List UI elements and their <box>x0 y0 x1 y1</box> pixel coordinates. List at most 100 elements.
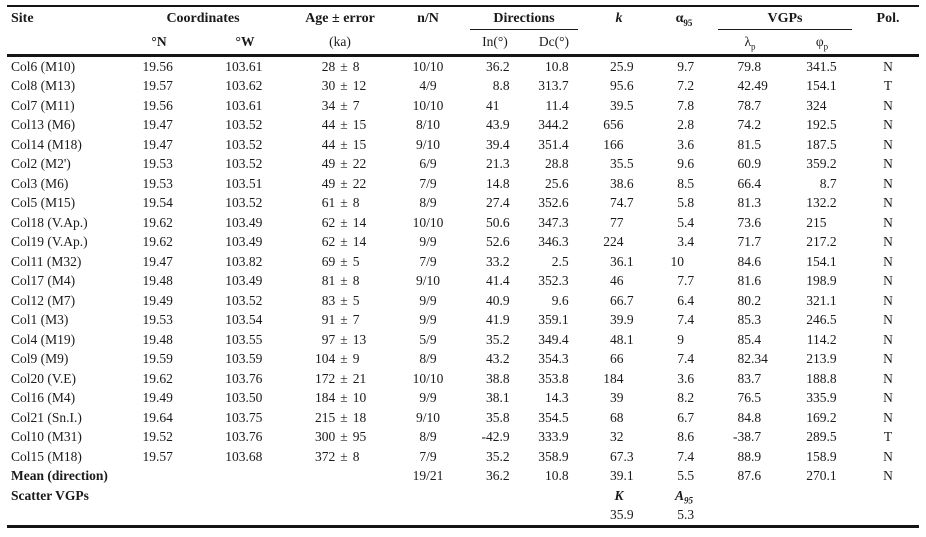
cell-a95: 8.2 <box>677 390 695 406</box>
cell-w: 103.52 <box>225 136 263 152</box>
cell-w <box>201 467 289 487</box>
cell-inc: 50.6 <box>486 214 510 230</box>
cell-k: 38.6 <box>610 175 634 191</box>
cell-a95: 7.7 <box>677 273 695 289</box>
cell-lat: 71.7 <box>737 234 762 250</box>
cell-lon: 335.9 <box>806 390 837 406</box>
cell-dec: 313.7 <box>538 78 569 94</box>
cell-lon: 132.2 <box>806 195 837 211</box>
cell-age: 28 ±8 <box>321 58 360 74</box>
cell-site: Col3 (M6) <box>11 175 69 191</box>
cell-age: 61 ±8 <box>321 195 360 211</box>
cell-nn: 10/10 <box>412 214 444 230</box>
cell-dec: 349.4 <box>538 331 569 347</box>
cell-lon: 198.9 <box>806 273 837 289</box>
cell-nn: 6/9 <box>419 156 437 172</box>
cell-lon: 215 <box>806 214 827 230</box>
cell-site: Col15 (M18) <box>11 448 82 464</box>
cell-nn: 7/9 <box>419 175 437 191</box>
cell-site: Col9 (M9) <box>11 351 69 367</box>
cell-nn: 8/9 <box>419 351 437 367</box>
cell-dec: 25.6 <box>545 175 569 191</box>
cell-k: 95.6 <box>610 78 634 94</box>
cell-dec: 11.4 <box>545 97 569 113</box>
cell-nn: 10/10 <box>412 58 444 74</box>
cell-dec: 353.8 <box>538 370 569 386</box>
cell-pol: N <box>883 253 893 269</box>
cell-nn <box>391 486 465 506</box>
cell-dec: 28.8 <box>545 156 569 172</box>
cell-nn: 9/9 <box>419 234 437 250</box>
cell-lat: 82.34 <box>737 351 768 367</box>
cell-n: 19.62 <box>142 234 173 250</box>
cell-lat: 79.8 <box>737 58 762 74</box>
cell-site: Col10 (M31) <box>11 429 82 445</box>
cell-age: 215 ±18 <box>315 409 367 425</box>
cell-k: 46 <box>610 273 624 289</box>
cell-dec: 9.6 <box>551 292 569 308</box>
table-header: Site Coordinates Age ± error n/N Directi… <box>7 6 919 57</box>
cell-a95: 3.6 <box>677 370 695 386</box>
cell-age: 49 ±22 <box>321 156 367 172</box>
cell-a95: 7.8 <box>677 97 695 113</box>
col-header-phi-p: φp <box>787 30 857 57</box>
cell-lat: 83.7 <box>737 370 762 386</box>
cell-dec: 352.3 <box>538 273 569 289</box>
cell-age: 172 ±21 <box>315 370 367 386</box>
cell-a95: 3.4 <box>677 234 695 250</box>
cell-age: 34 ±7 <box>321 97 360 113</box>
col-header-declination: Dc(°) <box>525 30 583 57</box>
cell-a95: 5.8 <box>677 195 695 211</box>
cell-w: 103.54 <box>225 312 263 328</box>
cell-lon: 359.2 <box>806 156 837 172</box>
cell-a95: 8.6 <box>677 429 695 445</box>
cell-nn: 8/10 <box>415 117 440 133</box>
cell-lat: 73.6 <box>737 214 762 230</box>
cell-lon: 154.1 <box>806 78 837 94</box>
cell-pol: N <box>883 195 893 211</box>
cell-k: 77 <box>610 214 624 230</box>
cell-nn: 7/9 <box>419 253 437 269</box>
cell-n: 19.47 <box>142 136 173 152</box>
cell-k: 67.3 <box>610 448 634 464</box>
cell-w: 103.61 <box>225 58 263 74</box>
table-row: Mean (direction) 19/21 36.2 10.8 39.1 5.5 87.6… <box>7 467 919 487</box>
col-header-vgps: VGPs <box>713 6 857 30</box>
cell-pol: N <box>883 58 893 74</box>
cell-lat <box>713 486 787 506</box>
cell-pol: T <box>883 78 893 94</box>
cell-dec <box>525 506 583 527</box>
cell-k: 66.7 <box>610 292 634 308</box>
cell-lon: 246.5 <box>806 312 837 328</box>
cell-a95: 9.7 <box>677 58 695 74</box>
col-header-pol: Pol. <box>857 6 919 57</box>
cell-inc <box>465 506 525 527</box>
cell-n: 19.53 <box>142 175 173 191</box>
cell-k: 39 <box>610 390 624 406</box>
cell-lon: 154.1 <box>806 253 837 269</box>
cell-k: 35.5 <box>610 156 634 172</box>
cell-pol: N <box>883 468 893 484</box>
cell-a95: 3.6 <box>677 136 695 152</box>
cell-a95: 10 <box>670 253 685 269</box>
cell-w: 103.49 <box>225 214 263 230</box>
cell-pol: N <box>883 136 893 152</box>
cell-lat: 87.6 <box>737 468 762 484</box>
table-row: Col3 (M6) 19.53 103.51 49 ±22 7/9 14.8 25.6 38.6… <box>7 174 919 194</box>
cell-inc: 35.8 <box>486 409 510 425</box>
cell-site: Col8 (M13) <box>11 78 76 94</box>
cell-lon <box>787 486 857 506</box>
cell-site <box>7 506 117 527</box>
cell-inc: 43.9 <box>486 117 510 133</box>
cell-a95: 6.7 <box>677 409 695 425</box>
cell-n: 19.62 <box>142 214 173 230</box>
col-header-directions: Directions <box>465 6 583 30</box>
cell-lat: 74.2 <box>737 117 762 133</box>
cell-age: 104 ±9 <box>315 351 360 367</box>
cell-dec: 351.4 <box>538 136 569 152</box>
cell-n: 19.48 <box>142 273 173 289</box>
cell-a95: 6.4 <box>677 292 695 308</box>
cell-w: 103.52 <box>225 292 263 308</box>
cell-lat: 81.5 <box>737 136 762 152</box>
